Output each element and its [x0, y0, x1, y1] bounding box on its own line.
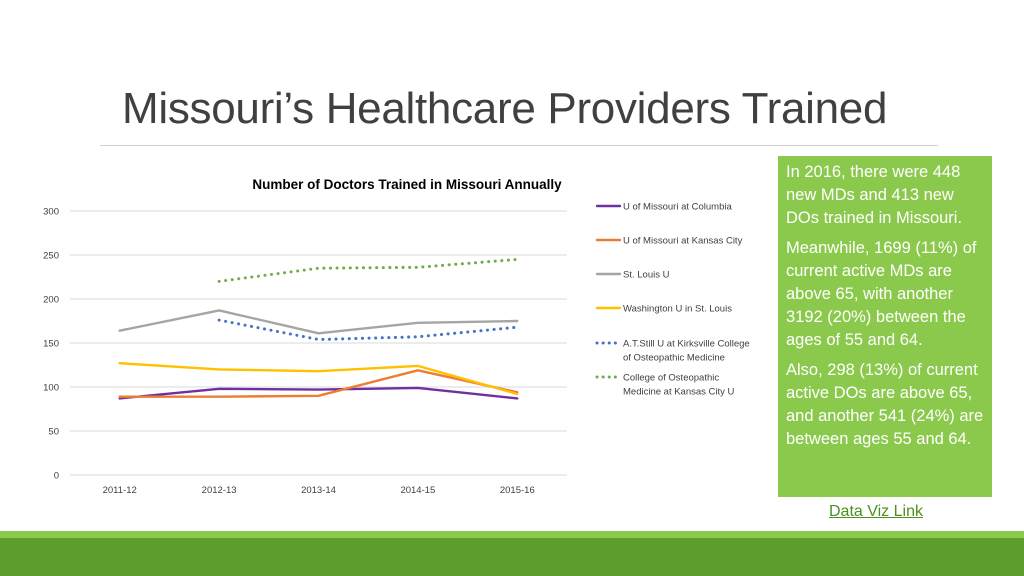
series-line [217, 318, 519, 341]
y-tick-label: 300 [43, 207, 59, 218]
x-tick-label: 2015-16 [500, 485, 535, 496]
info-paragraph-1: In 2016, there were 448 new MDs and 413 … [786, 163, 963, 228]
y-tick-label: 0 [54, 471, 59, 482]
legend-label: College of Osteopathic [623, 373, 719, 384]
line-chart: Number of Doctors Trained in Missouri An… [43, 177, 750, 497]
chart-gridlines [70, 210, 567, 476]
x-tick-label: 2013-14 [301, 485, 336, 496]
chart-title: Number of Doctors Trained in Missouri An… [252, 177, 562, 192]
y-tick-label: 250 [43, 251, 59, 262]
legend-label: of Osteopathic Medicine [623, 353, 725, 364]
title-divider [100, 145, 938, 146]
x-tick-label: 2012-13 [202, 485, 237, 496]
chart-series [118, 257, 519, 400]
legend-label: A.T.Still U at Kirksville College [623, 339, 750, 350]
y-tick-label: 50 [48, 427, 59, 438]
legend-label: St. Louis U [623, 270, 670, 281]
info-paragraph-3: Also, 298 (13%) of current active DOs ar… [786, 360, 984, 449]
info-paragraph-2: Meanwhile, 1699 (11%) of current active … [786, 238, 977, 350]
series-line [118, 386, 519, 400]
slide-title: Missouri’s Healthcare Providers Trained [122, 84, 888, 133]
data-viz-link[interactable]: Data Viz Link [829, 503, 923, 520]
legend-label: U of Missouri at Columbia [623, 202, 732, 213]
chart-legend: U of Missouri at Columbia U of Missouri a… [595, 202, 750, 398]
series-line [118, 309, 519, 335]
x-tick-label: 2011-12 [103, 485, 137, 496]
x-tick-label: 2014-15 [400, 485, 435, 496]
footer-bar [0, 538, 1024, 576]
chart-axis-labels: 0 50 100 150 200 250 300 2011-12 2012-13 2013-14 2… [43, 207, 535, 497]
info-panel: In 2016, there were 448 new MDs and 413 … [778, 156, 992, 497]
legend-label: Medicine at Kansas City U [623, 387, 735, 398]
footer-stripe-light [0, 531, 1024, 538]
series-line [217, 257, 519, 283]
legend-label: U of Missouri at Kansas City [623, 236, 743, 247]
series-line [118, 369, 519, 398]
y-tick-label: 200 [43, 295, 59, 306]
y-tick-label: 100 [43, 383, 59, 394]
legend-label: Washington U in St. Louis [623, 304, 732, 315]
y-tick-label: 150 [43, 339, 59, 350]
series-line [118, 361, 519, 396]
